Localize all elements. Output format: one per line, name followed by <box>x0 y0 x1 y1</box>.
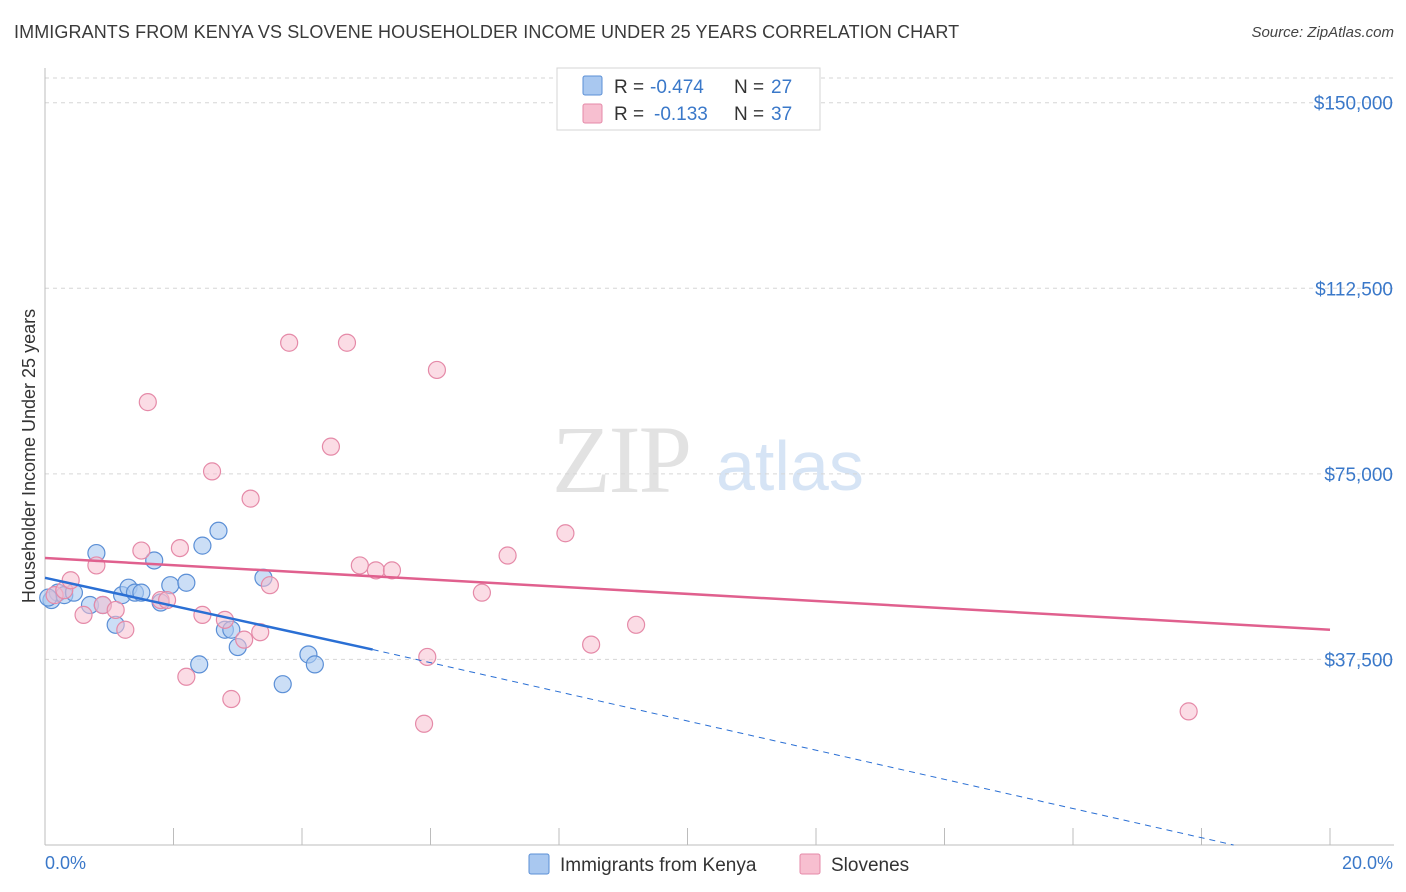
slovene-point <box>321 437 341 456</box>
slovene-point <box>235 630 254 649</box>
bottom-legend: Immigrants from Kenya Slovenes <box>528 853 909 876</box>
legend-slovene-swatch <box>582 103 603 124</box>
y-tick-label: $150,000 <box>1314 94 1393 115</box>
legend-r-label-2: R = <box>614 104 644 125</box>
gridlines <box>45 77 1394 660</box>
legend-r-value-1: -0.474 <box>650 77 704 98</box>
kenya-point <box>273 675 292 694</box>
bottom-legend-slovene-swatch <box>799 853 821 875</box>
y-tick-label: $37,500 <box>1324 650 1393 671</box>
slovene-point <box>138 393 157 412</box>
kenya-trend-line <box>44 576 373 651</box>
kenya-point <box>161 576 180 595</box>
slovene-point <box>116 620 135 639</box>
slovene-point <box>215 610 234 629</box>
slovene-point <box>350 556 369 575</box>
kenya-point <box>209 521 228 540</box>
kenya-point <box>305 655 324 674</box>
slovene-point <box>337 333 357 352</box>
slovene-point <box>427 360 447 380</box>
x-tick-label-min: 0.0% <box>45 853 86 873</box>
y-tick-label: $112,500 <box>1315 279 1393 300</box>
legend-n-label-1: N = <box>734 77 764 98</box>
slovene-point <box>418 647 437 667</box>
slovene-point <box>582 635 601 654</box>
slovene-point <box>472 583 491 602</box>
slovene-point <box>1179 702 1198 721</box>
legend-r-value-2: -0.133 <box>654 104 708 125</box>
legend-n-label-2: N = <box>734 104 764 125</box>
source-label: Source: ZipAtlas.com <box>1251 24 1394 41</box>
slovene-point <box>132 541 151 560</box>
slovene-point <box>74 605 93 625</box>
slovene-point <box>241 489 260 508</box>
slovene-point <box>626 615 646 634</box>
slovene-point <box>170 538 190 558</box>
legend-r-label-1: R = <box>614 77 644 98</box>
slovene-point <box>382 561 402 580</box>
slovene-point <box>106 600 125 620</box>
bottom-legend-kenya-swatch <box>528 853 550 875</box>
x-tick-label-max: 20.0% <box>1342 853 1393 873</box>
slovene-point <box>414 714 434 733</box>
bottom-legend-kenya-label: Immigrants from Kenya <box>560 855 757 876</box>
legend-n-value-2: 37 <box>771 104 792 125</box>
kenya-point <box>177 573 196 592</box>
slovene-point <box>61 571 80 590</box>
watermark-zip: ZIP <box>552 406 690 513</box>
slovene-point <box>260 576 279 595</box>
slovene-trend-line <box>44 556 1331 631</box>
legend-n-value-1: 27 <box>771 77 792 98</box>
slovene-point <box>498 546 517 565</box>
chart-title: IMMIGRANTS FROM KENYA VS SLOVENE HOUSEHO… <box>14 22 960 42</box>
slovene-point <box>193 605 212 625</box>
kenya-point <box>193 536 212 555</box>
kenya-point <box>190 655 209 674</box>
slovene-point <box>556 524 575 543</box>
slovene-point <box>280 333 299 352</box>
slovene-point <box>177 667 196 686</box>
y-axis-label: Householder Income Under 25 years <box>19 309 39 603</box>
bottom-legend-slovene-label: Slovenes <box>831 855 909 876</box>
slovene-point <box>202 462 222 481</box>
legend-kenya-swatch <box>582 75 603 96</box>
y-tick-label: $75,000 <box>1324 465 1393 486</box>
kenya-trend-extension <box>372 649 1234 846</box>
x-axis-ticks <box>44 828 1331 845</box>
watermark-atlas: atlas <box>716 427 864 505</box>
legend-box: R = -0.474 N = 27 R = -0.133 N = 37 <box>556 67 821 131</box>
slovene-point <box>222 689 241 709</box>
